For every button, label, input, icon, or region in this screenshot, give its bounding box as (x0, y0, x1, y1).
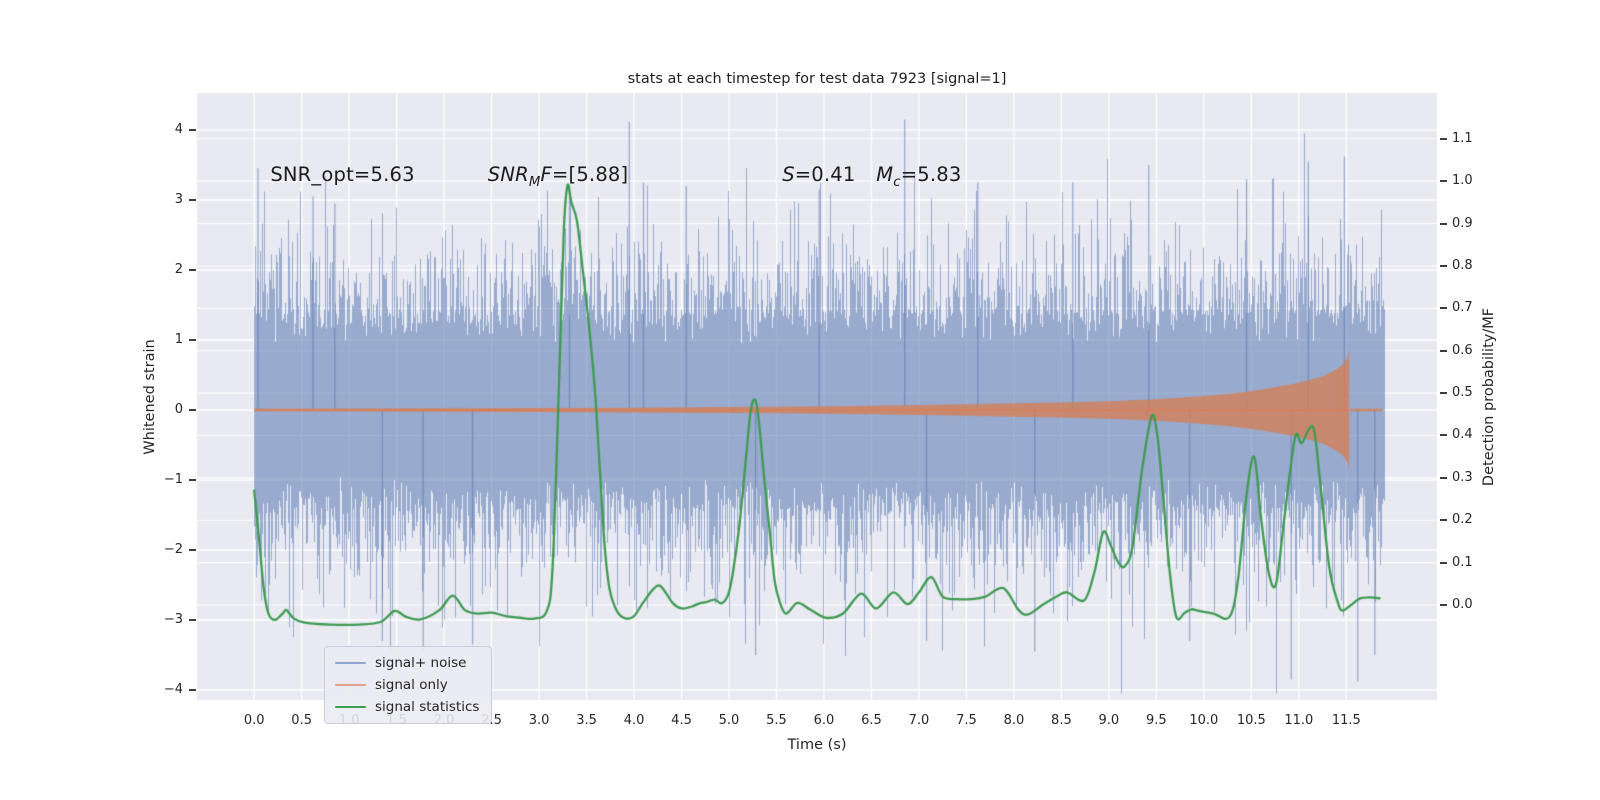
y-right-tick-label: 0.4 (1452, 427, 1473, 443)
x-tick-label: 7.5 (956, 713, 977, 728)
x-tick-label: 11.0 (1284, 713, 1314, 728)
annotation-part: c (893, 175, 901, 191)
y-right-tick-mark (1440, 519, 1447, 522)
x-tick-label: 8.5 (1051, 713, 1072, 728)
annotation-part: =[5.88] (551, 163, 629, 187)
y-left-tick-mark (189, 479, 196, 481)
legend-label: signal+ noise (375, 654, 467, 671)
chart-title: stats at each timestep for test data 792… (627, 71, 1007, 87)
x-tick-label: 10.0 (1189, 713, 1219, 728)
y-right-tick-label: 0.5 (1452, 385, 1473, 401)
y-left-tick-label: −1 (163, 472, 183, 487)
annotation-part: S (782, 163, 795, 187)
y-left-tick-mark (189, 199, 196, 202)
y-left-tick-mark (189, 548, 196, 551)
annotation-part: =5.83 (900, 163, 962, 187)
y-left-tick-label: −2 (163, 541, 183, 557)
annotation-s-value: S=0.41 (782, 163, 855, 186)
annotation-part: SNR_opt=5.63 (270, 163, 415, 187)
x-tick-label: 9.5 (1146, 713, 1167, 728)
y-left-tick-label: 2 (174, 262, 183, 278)
y-right-tick-mark (1440, 604, 1447, 607)
legend-line-sample-green (335, 705, 366, 708)
x-tick-label: 3.5 (576, 713, 597, 728)
y-right-tick-mark (1440, 180, 1447, 183)
x-tick-label: 0.0 (243, 713, 265, 728)
y-right-tick-mark (1440, 137, 1447, 140)
y-right-tick-mark (1440, 476, 1447, 479)
x-tick-label: 9.0 (1098, 713, 1120, 728)
legend-line-sample-orange (335, 683, 366, 686)
y-right-tick-mark (1440, 561, 1447, 564)
y-left-tick-mark (189, 688, 196, 691)
y-right-tick-label: 1.0 (1452, 173, 1473, 189)
annotation-part: M (876, 163, 894, 187)
legend-item-signal-statistics: signal statistics (335, 697, 479, 716)
y-right-tick-mark (1440, 392, 1447, 395)
y-left-tick-label: 3 (174, 192, 183, 208)
y-left-tick-label: 4 (174, 122, 183, 138)
y-left-tick-mark (189, 409, 196, 411)
x-tick-label: 6.0 (813, 713, 835, 728)
y-left-tick-label: −4 (163, 681, 183, 697)
y-right-tick-mark (1440, 349, 1447, 352)
y-right-tick-label: 0.2 (1452, 512, 1473, 528)
annotation-part: =0.41 (794, 163, 856, 187)
y-axis-left-label: Whitened strain (142, 339, 158, 455)
x-tick-label: 4.5 (671, 713, 692, 728)
annotation-m-chirp: Mc=5.83 (876, 163, 961, 190)
y-left-tick-mark (189, 269, 196, 272)
annotation-snr-opt: SNR_opt=5.63 (270, 163, 414, 186)
y-right-tick-label: 0.6 (1452, 342, 1473, 358)
legend-label: signal only (375, 676, 448, 693)
x-tick-label: 8.0 (1003, 713, 1025, 728)
y-left-tick-mark (189, 339, 196, 341)
y-left-tick-mark (189, 129, 196, 132)
y-right-tick-mark (1440, 307, 1447, 310)
y-right-tick-label: 0.1 (1452, 554, 1473, 570)
legend-line-sample-blue (335, 661, 366, 664)
y-right-tick-label: 1.1 (1452, 130, 1473, 146)
x-tick-label: 6.5 (861, 713, 882, 728)
y-right-tick-mark (1440, 222, 1447, 225)
legend-item-signal-only: signal only (335, 675, 479, 694)
x-tick-label: 4.0 (623, 713, 645, 728)
x-tick-label: 10.5 (1236, 713, 1266, 728)
x-tick-label: 11.5 (1331, 713, 1361, 728)
y-right-tick-mark (1440, 434, 1447, 437)
x-tick-label: 5.0 (718, 713, 740, 728)
y-right-tick-label: 0.0 (1452, 597, 1473, 613)
y-right-tick-label: 0.3 (1452, 469, 1473, 485)
legend: signal+ noise signal only signal statist… (324, 646, 493, 724)
x-tick-label: 0.5 (291, 713, 312, 728)
legend-label: signal statistics (375, 698, 480, 715)
legend-item-signal-noise: signal+ noise (335, 653, 479, 672)
y-right-tick-label: 0.9 (1452, 215, 1473, 231)
y-left-tick-mark (189, 618, 196, 621)
x-tick-label: 3.0 (528, 713, 550, 728)
y-right-tick-label: 0.7 (1452, 300, 1473, 316)
x-axis-label: Time (s) (787, 737, 847, 753)
y-left-tick-label: 0 (174, 402, 183, 417)
y-right-tick-mark (1440, 264, 1447, 267)
annotation-snr-mf: SNRMF=[5.88] (488, 163, 629, 190)
x-tick-label: 5.5 (766, 713, 787, 728)
y-right-tick-label: 0.8 (1452, 257, 1473, 273)
y-left-tick-label: −3 (163, 611, 183, 627)
y-left-tick-label: 1 (174, 332, 183, 347)
annotation-part: SNR (487, 163, 529, 187)
x-tick-label: 7.0 (908, 713, 930, 728)
annotation-part: F (540, 163, 552, 187)
annotation-part: M (528, 175, 541, 191)
